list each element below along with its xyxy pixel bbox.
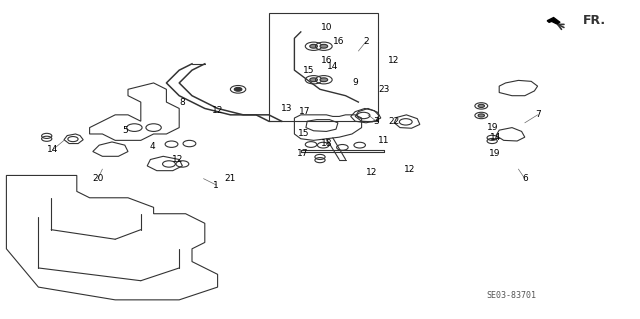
Circle shape [320,78,328,82]
Text: SE03-83701: SE03-83701 [486,291,536,300]
Text: 14: 14 [490,133,502,142]
Text: 3: 3 [374,117,379,126]
Text: 2: 2 [364,37,369,46]
Text: 15: 15 [303,66,314,75]
Text: 12: 12 [172,155,184,164]
Text: 7: 7 [535,110,540,119]
Text: 8: 8 [180,98,185,107]
Circle shape [234,87,242,91]
Text: 14: 14 [47,145,58,154]
Text: 15: 15 [298,130,309,138]
Text: 12: 12 [404,165,415,174]
Text: 9: 9 [353,78,358,87]
Text: 14: 14 [326,63,338,71]
Text: 12: 12 [388,56,399,65]
Text: 23: 23 [378,85,390,94]
Text: 12: 12 [365,168,377,177]
Text: 13: 13 [281,104,292,113]
Circle shape [310,44,317,48]
Circle shape [310,78,317,82]
Polygon shape [547,18,560,24]
Circle shape [478,104,484,108]
Text: 12: 12 [212,106,223,115]
Circle shape [478,114,484,117]
Text: 1: 1 [214,181,219,189]
Text: 6: 6 [522,174,527,183]
Text: 22: 22 [388,117,399,126]
Text: 16: 16 [333,37,345,46]
Bar [269,13,378,121]
Text: 10: 10 [321,23,332,32]
Text: FR.: FR. [582,14,605,27]
Text: 16: 16 [321,56,333,65]
Text: 4: 4 [150,142,155,151]
Text: 19: 19 [489,149,500,158]
Text: 20: 20 [92,174,104,183]
Text: 18: 18 [321,139,332,148]
Text: 11: 11 [378,136,390,145]
Text: 17: 17 [297,149,308,158]
Text: 19: 19 [487,123,499,132]
Text: 21: 21 [225,174,236,183]
Text: 17: 17 [299,107,310,116]
Circle shape [320,44,328,48]
Text: 5: 5 [122,126,127,135]
